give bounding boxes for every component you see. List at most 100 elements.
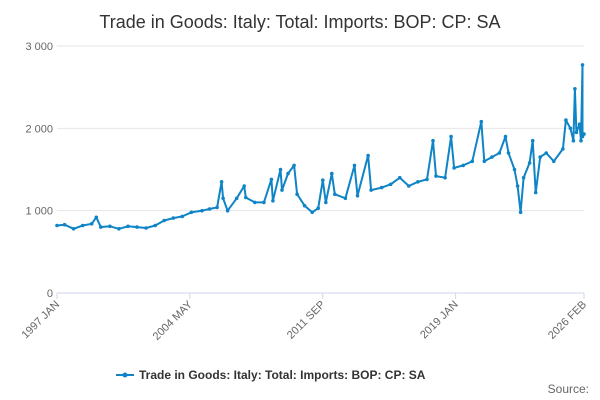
data-point[interactable] (579, 138, 583, 143)
data-point[interactable] (416, 180, 420, 184)
data-point[interactable] (552, 159, 556, 164)
data-point[interactable] (253, 200, 257, 205)
data-point[interactable] (221, 196, 225, 201)
data-point[interactable] (461, 163, 466, 168)
data-point[interactable] (135, 225, 139, 229)
data-point[interactable] (538, 155, 542, 159)
y-tick-label: 3 000 (25, 41, 53, 53)
data-point[interactable] (503, 134, 508, 139)
data-point[interactable] (189, 210, 194, 215)
data-point[interactable] (99, 225, 103, 229)
legend-marker-icon (122, 372, 128, 378)
data-point[interactable] (286, 171, 290, 176)
data-point[interactable] (452, 166, 456, 170)
data-point[interactable] (200, 208, 204, 213)
data-point[interactable] (271, 199, 275, 203)
plot-area (55, 63, 586, 231)
data-point[interactable] (407, 184, 411, 188)
data-point[interactable] (71, 227, 76, 231)
data-point[interactable] (162, 218, 166, 223)
data-point[interactable] (333, 192, 337, 196)
data-point[interactable] (310, 210, 315, 215)
x-tick-label: 2004 MAY (151, 298, 196, 343)
data-point[interactable] (215, 205, 219, 210)
data-point[interactable] (497, 151, 502, 155)
data-point[interactable] (302, 203, 307, 208)
data-point[interactable] (89, 222, 94, 226)
data-point[interactable] (80, 223, 85, 228)
data-point[interactable] (530, 138, 535, 143)
data-point[interactable] (561, 147, 565, 151)
data-point[interactable] (126, 224, 130, 229)
data-point[interactable] (343, 196, 348, 201)
data-point[interactable] (512, 167, 517, 172)
y-tick-label: 1 000 (25, 206, 53, 218)
data-point[interactable] (324, 200, 328, 205)
data-point[interactable] (180, 214, 185, 219)
data-point[interactable] (292, 163, 296, 168)
data-point[interactable] (568, 126, 573, 131)
data-point[interactable] (278, 167, 283, 172)
source-label: Source: (548, 382, 589, 396)
data-point[interactable] (355, 194, 360, 198)
data-point[interactable] (506, 151, 511, 155)
data-point[interactable] (280, 188, 284, 192)
data-point[interactable] (490, 155, 494, 159)
data-point[interactable] (55, 223, 59, 228)
data-point[interactable] (94, 215, 99, 220)
data-point[interactable] (431, 138, 435, 143)
data-point[interactable] (352, 163, 357, 168)
data-point[interactable] (295, 192, 299, 196)
data-point[interactable] (573, 87, 577, 91)
legend[interactable]: Trade in Goods: Italy: Total: Imports: B… (116, 368, 426, 382)
data-point[interactable] (564, 118, 568, 122)
data-point[interactable] (518, 210, 523, 215)
data-point[interactable] (330, 171, 334, 176)
data-point[interactable] (580, 63, 585, 67)
data-point[interactable] (171, 216, 176, 220)
data-point[interactable] (366, 153, 370, 158)
data-point[interactable] (316, 206, 321, 210)
data-point[interactable] (242, 184, 246, 188)
data-point[interactable] (269, 177, 274, 182)
data-point[interactable] (398, 175, 402, 180)
data-point[interactable] (388, 182, 393, 187)
data-point[interactable] (515, 184, 520, 188)
data-point[interactable] (62, 222, 67, 227)
data-point[interactable] (108, 224, 112, 229)
data-point[interactable] (482, 159, 487, 164)
data-point[interactable] (479, 119, 484, 124)
data-point[interactable] (533, 190, 538, 195)
data-point[interactable] (144, 226, 148, 230)
data-point[interactable] (544, 151, 548, 155)
data-point[interactable] (470, 159, 475, 164)
data-point[interactable] (521, 175, 526, 180)
data-point[interactable] (369, 188, 373, 192)
data-point[interactable] (262, 200, 266, 205)
x-tick-label: 2019 JAN (418, 299, 461, 342)
y-axis: 0 1 000 2 000 3 000 (25, 41, 53, 300)
y-tick-label: 2 000 (25, 123, 53, 135)
legend-item-label: Trade in Goods: Italy: Total: Imports: B… (139, 368, 426, 382)
data-point[interactable] (443, 175, 447, 180)
chart-title: Trade in Goods: Italy: Total: Imports: B… (99, 12, 500, 32)
data-point[interactable] (234, 196, 239, 201)
data-point[interactable] (244, 195, 248, 200)
data-point[interactable] (449, 134, 453, 139)
data-point[interactable] (117, 227, 121, 231)
data-point[interactable] (577, 122, 582, 126)
data-point[interactable] (425, 177, 429, 182)
data-point[interactable] (379, 185, 384, 190)
data-point[interactable] (219, 180, 224, 184)
data-point[interactable] (574, 130, 579, 135)
data-point[interactable] (582, 132, 586, 136)
data-point[interactable] (527, 161, 532, 165)
data-point[interactable] (571, 138, 576, 143)
data-point[interactable] (153, 223, 157, 228)
data-point[interactable] (434, 174, 438, 178)
data-point[interactable] (225, 208, 230, 213)
data-point[interactable] (207, 207, 212, 211)
data-point[interactable] (321, 178, 325, 182)
y-tick-label: 0 (47, 288, 53, 300)
